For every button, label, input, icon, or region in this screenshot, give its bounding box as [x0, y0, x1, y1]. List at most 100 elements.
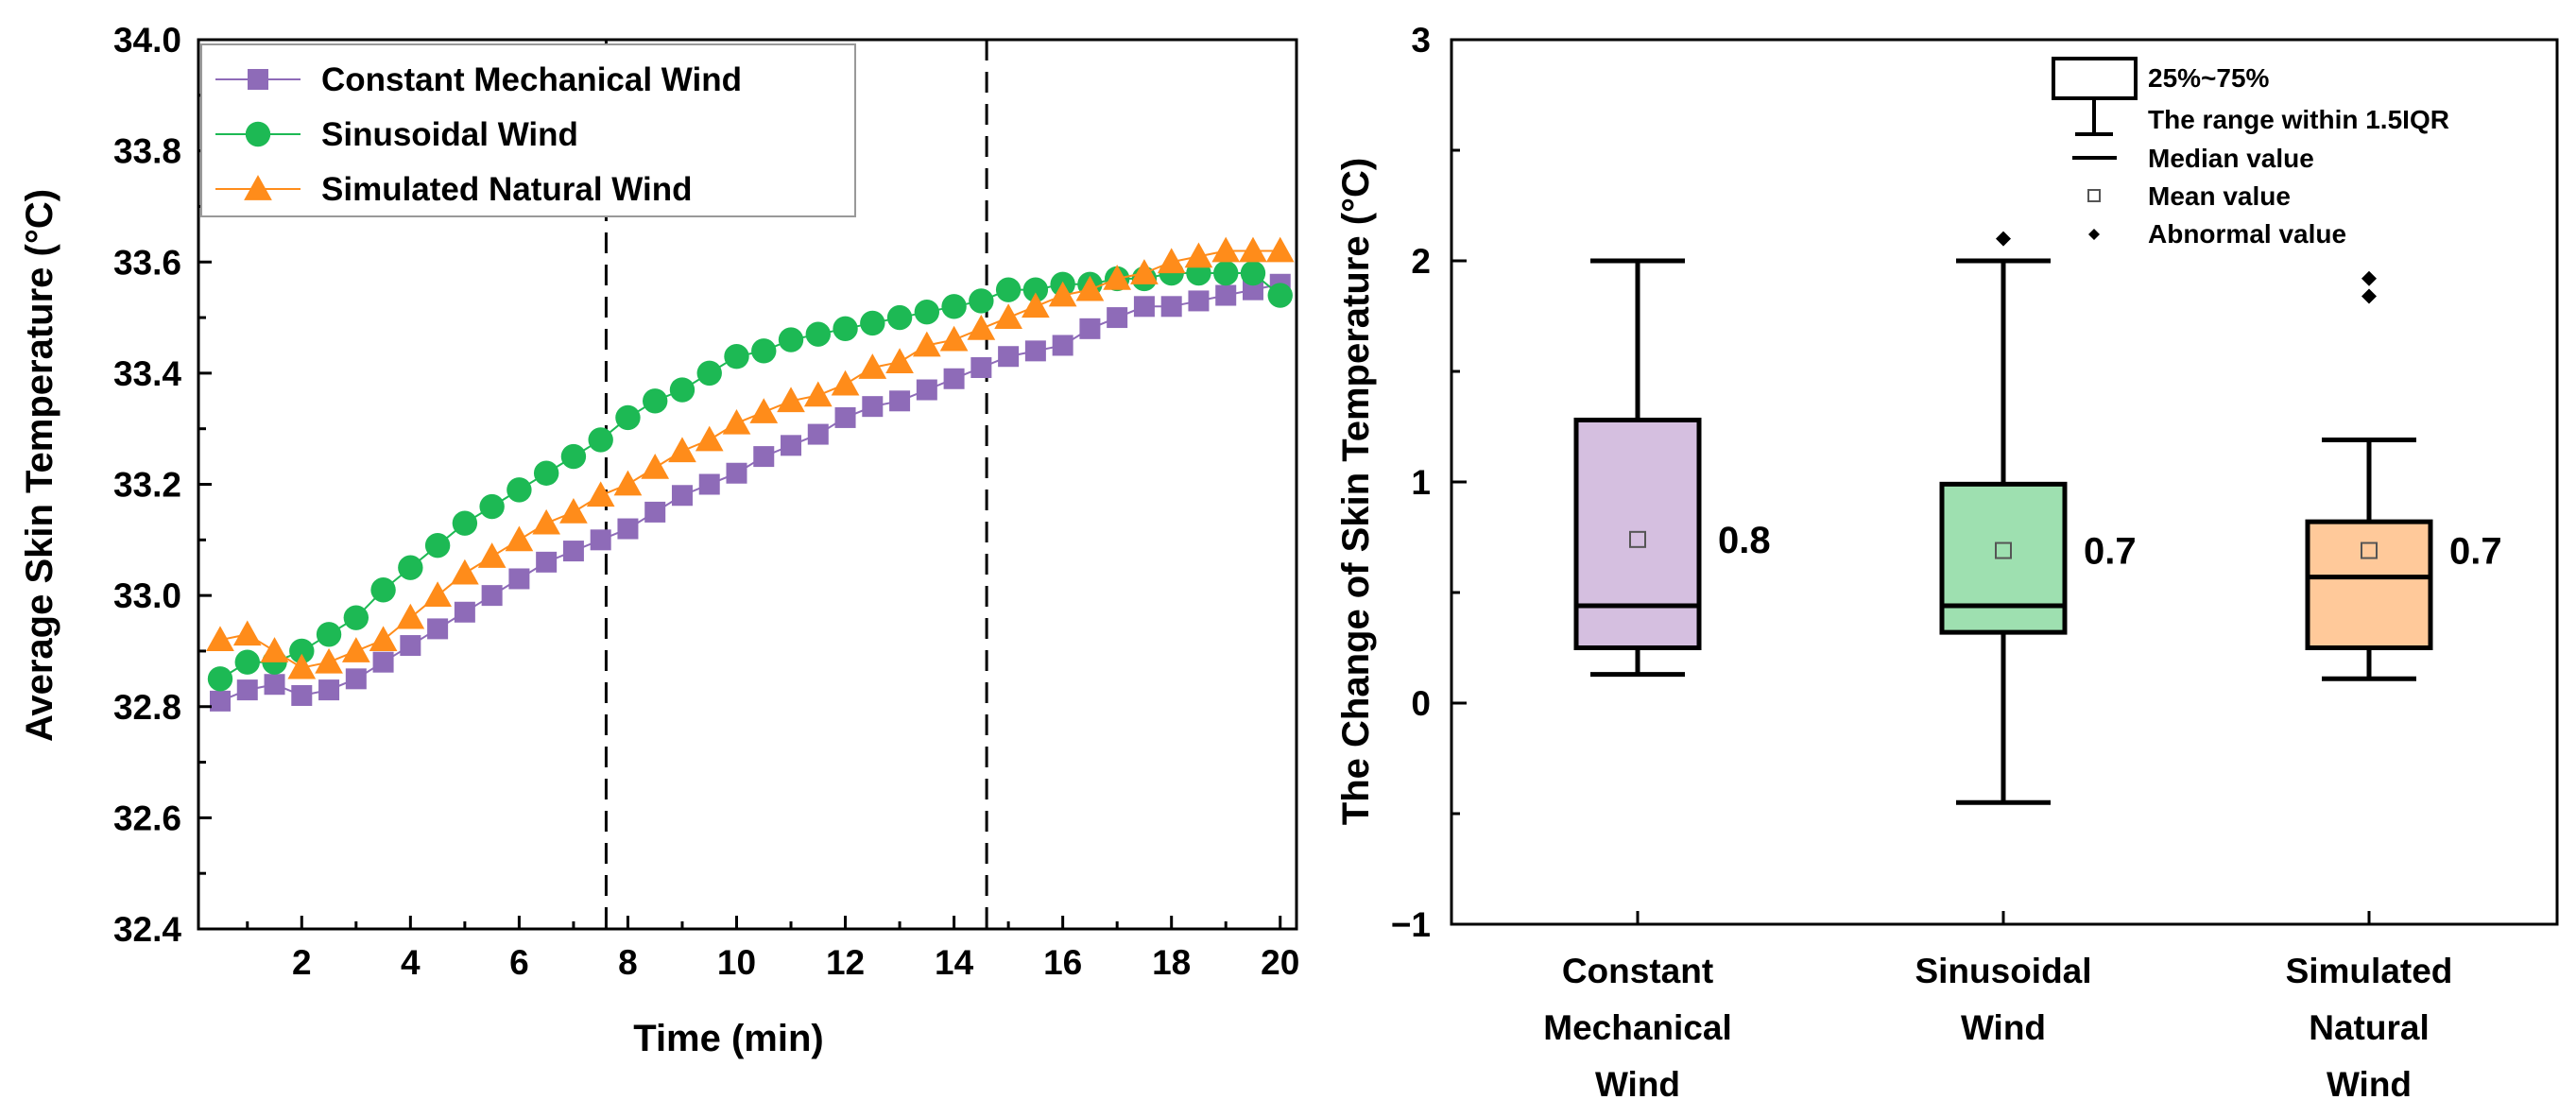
data-point — [860, 310, 885, 336]
box-chart: 0.8 Constant Mechanical Wind 0.7 Sinusoidal Wi… — [1335, 21, 2559, 1104]
data-point — [1242, 279, 1263, 301]
data-point — [889, 390, 911, 412]
y-axis-title: Average Skin Temperature (°C) — [19, 189, 60, 742]
data-point — [831, 369, 860, 396]
y-tick-label: 32.6 — [113, 799, 181, 837]
data-point — [777, 387, 805, 413]
data-point — [805, 321, 831, 347]
category-label: Simulated — [2286, 952, 2453, 990]
data-point — [1239, 236, 1267, 263]
data-point — [236, 679, 258, 701]
data-point — [1240, 260, 1266, 286]
mean-marker — [2361, 541, 2378, 559]
y-tick-label: 33.4 — [113, 354, 181, 393]
mean-marker — [1629, 530, 1646, 548]
data-point — [998, 346, 1020, 368]
data-point — [1075, 275, 1105, 301]
data-point — [232, 620, 262, 646]
data-point — [207, 666, 233, 692]
x-tick-label: 16 — [1043, 943, 1082, 982]
data-point — [206, 626, 234, 652]
data-point — [427, 618, 449, 640]
legend-box — [200, 43, 856, 217]
category-label: Constant — [1562, 952, 1713, 990]
data-point — [912, 331, 941, 357]
data-point — [451, 558, 479, 585]
category-label: Natural — [2309, 1008, 2429, 1047]
data-point — [778, 327, 804, 352]
box-group-0: 0.8 — [1573, 258, 1771, 678]
data-point — [454, 601, 475, 623]
y-tick-label: 32.8 — [113, 688, 181, 727]
mean-marker — [1995, 541, 2012, 559]
data-point — [615, 404, 641, 431]
data-point — [751, 338, 777, 364]
data-point — [1130, 259, 1159, 284]
y-tick-label: 34.0 — [113, 21, 181, 60]
data-point — [726, 462, 747, 484]
data-point — [967, 314, 996, 340]
data-point — [234, 649, 260, 675]
data-point — [287, 653, 317, 679]
y-tick-label: 33.2 — [113, 466, 181, 505]
y-tick-label: 33.8 — [113, 132, 181, 171]
data-point — [586, 481, 615, 507]
data-point — [1213, 260, 1239, 286]
data-point — [588, 427, 613, 453]
data-point — [644, 501, 666, 523]
line-chart: 32.4 32.6 32.8 33.0 33.2 33.4 33.6 33.8 34.0 2 4 6 8… — [19, 21, 1299, 1059]
data-point — [396, 603, 425, 629]
category-label: Sinusoidal — [1915, 952, 2091, 990]
data-point — [994, 303, 1022, 329]
data-point — [807, 423, 829, 445]
data-point — [507, 477, 532, 503]
data-point — [1079, 318, 1101, 339]
outlier-point — [2361, 288, 2377, 304]
category-label: Wind — [2327, 1065, 2412, 1104]
data-point — [1022, 292, 1050, 318]
data-point — [424, 532, 451, 558]
data-point — [1160, 296, 1182, 318]
legend-median-label: Median value — [2148, 144, 2314, 173]
data-point — [289, 638, 315, 664]
data-point — [916, 379, 937, 401]
data-point — [722, 408, 751, 435]
data-point — [939, 325, 969, 352]
category-label: Mechanical — [1543, 1008, 1731, 1047]
data-point — [671, 485, 693, 507]
data-point — [481, 585, 503, 607]
data-point — [749, 398, 779, 423]
data-point — [508, 568, 530, 590]
data-point — [803, 381, 833, 407]
data-point — [1215, 284, 1237, 306]
legend-mean-symbol — [2087, 189, 2101, 202]
data-point — [943, 368, 965, 389]
data-point — [1103, 265, 1132, 290]
legend-range-label: The range within 1.5IQR — [2148, 105, 2449, 134]
x-tick-label: 8 — [618, 943, 638, 982]
data-point — [696, 360, 722, 387]
data-point — [562, 541, 584, 562]
mean-label: 0.8 — [1718, 520, 1771, 561]
x-tick-label: 6 — [509, 943, 529, 982]
data-point — [452, 510, 478, 536]
legend-outlier-symbol — [2088, 229, 2100, 240]
data-point — [1267, 283, 1293, 308]
y-tick-label: 2 — [1411, 242, 1431, 281]
data-point — [341, 637, 370, 662]
data-point — [969, 288, 994, 314]
data-point — [1157, 248, 1186, 274]
box-group-2: 0.7 — [2305, 270, 2502, 681]
category-label: Wind — [1595, 1065, 1680, 1104]
x-tick-label: 20 — [1261, 943, 1299, 982]
data-point — [1024, 340, 1046, 362]
data-point — [753, 446, 775, 468]
data-point — [1022, 277, 1049, 302]
y-tick-label: 1 — [1411, 463, 1431, 502]
data-point — [536, 551, 558, 573]
data-point — [695, 425, 724, 452]
data-point — [505, 525, 534, 552]
data-point — [560, 443, 587, 470]
category-label: Wind — [1961, 1008, 2046, 1047]
